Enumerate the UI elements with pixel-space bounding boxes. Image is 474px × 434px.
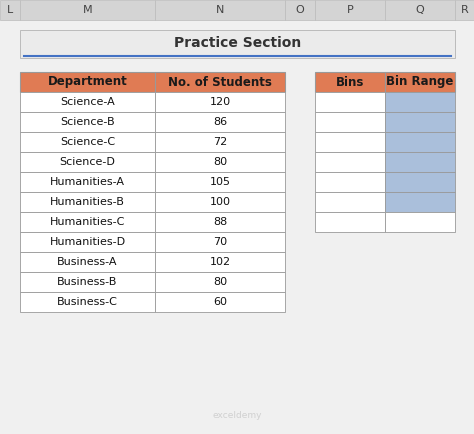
Bar bbox=[155, 92, 285, 112]
Text: 102: 102 bbox=[210, 257, 230, 267]
Text: Q: Q bbox=[416, 5, 424, 15]
Bar bbox=[20, 232, 155, 252]
Bar bbox=[385, 212, 455, 232]
Bar bbox=[20, 30, 455, 58]
Text: 100: 100 bbox=[210, 197, 230, 207]
Bar bbox=[385, 92, 455, 112]
Bar bbox=[155, 192, 285, 212]
Bar bbox=[155, 212, 285, 232]
Bar bbox=[385, 0, 455, 20]
Text: Science-A: Science-A bbox=[60, 97, 115, 107]
Bar bbox=[385, 132, 455, 152]
Text: Bins: Bins bbox=[336, 76, 364, 89]
Bar bbox=[155, 172, 285, 192]
Bar bbox=[20, 252, 155, 272]
Bar bbox=[385, 112, 455, 132]
Text: Bin Range: Bin Range bbox=[386, 76, 454, 89]
Text: L: L bbox=[7, 5, 13, 15]
Bar bbox=[20, 272, 155, 292]
Text: Humanities-C: Humanities-C bbox=[50, 217, 125, 227]
Bar bbox=[315, 0, 385, 20]
Text: Humanities-A: Humanities-A bbox=[50, 177, 125, 187]
Text: 120: 120 bbox=[210, 97, 230, 107]
Bar bbox=[385, 72, 455, 92]
Text: 70: 70 bbox=[213, 237, 227, 247]
Bar bbox=[385, 172, 455, 192]
Bar bbox=[385, 152, 455, 172]
Text: Science-B: Science-B bbox=[60, 117, 115, 127]
Bar bbox=[20, 72, 155, 92]
Text: Department: Department bbox=[47, 76, 128, 89]
Text: R: R bbox=[461, 5, 468, 15]
Text: Business-C: Business-C bbox=[57, 297, 118, 307]
Bar bbox=[155, 232, 285, 252]
Bar bbox=[385, 192, 455, 212]
Text: Business-B: Business-B bbox=[57, 277, 118, 287]
Bar bbox=[315, 172, 385, 192]
Text: Humanities-D: Humanities-D bbox=[49, 237, 126, 247]
Bar bbox=[315, 192, 385, 212]
Bar bbox=[315, 212, 385, 232]
Bar bbox=[455, 0, 474, 20]
Text: 88: 88 bbox=[213, 217, 227, 227]
Bar bbox=[20, 192, 155, 212]
Bar bbox=[20, 292, 155, 312]
Bar bbox=[20, 112, 155, 132]
Text: M: M bbox=[82, 5, 92, 15]
Bar bbox=[315, 152, 385, 172]
Text: 60: 60 bbox=[213, 297, 227, 307]
Bar bbox=[315, 132, 385, 152]
Bar bbox=[285, 0, 315, 20]
Bar bbox=[20, 132, 155, 152]
Text: 86: 86 bbox=[213, 117, 227, 127]
Text: Humanities-B: Humanities-B bbox=[50, 197, 125, 207]
Bar bbox=[155, 152, 285, 172]
Text: Practice Section: Practice Section bbox=[174, 36, 301, 50]
Text: 80: 80 bbox=[213, 277, 227, 287]
Bar bbox=[155, 252, 285, 272]
Bar bbox=[155, 112, 285, 132]
Text: No. of Students: No. of Students bbox=[168, 76, 272, 89]
Bar bbox=[155, 72, 285, 92]
Bar bbox=[20, 152, 155, 172]
Bar bbox=[20, 172, 155, 192]
Text: Science-D: Science-D bbox=[60, 157, 116, 167]
Text: 80: 80 bbox=[213, 157, 227, 167]
Bar bbox=[155, 292, 285, 312]
Bar bbox=[315, 112, 385, 132]
Bar bbox=[155, 272, 285, 292]
Text: Business-A: Business-A bbox=[57, 257, 118, 267]
Bar bbox=[20, 0, 155, 20]
Text: 72: 72 bbox=[213, 137, 227, 147]
Text: exceldemy: exceldemy bbox=[212, 411, 262, 420]
Bar bbox=[315, 72, 385, 92]
Bar bbox=[155, 0, 285, 20]
Text: Science-C: Science-C bbox=[60, 137, 115, 147]
Text: N: N bbox=[216, 5, 224, 15]
Bar bbox=[155, 132, 285, 152]
Bar bbox=[315, 92, 385, 112]
Text: O: O bbox=[296, 5, 304, 15]
Text: 105: 105 bbox=[210, 177, 230, 187]
Bar bbox=[0, 0, 20, 20]
Bar bbox=[20, 92, 155, 112]
Text: P: P bbox=[346, 5, 354, 15]
Bar bbox=[20, 212, 155, 232]
